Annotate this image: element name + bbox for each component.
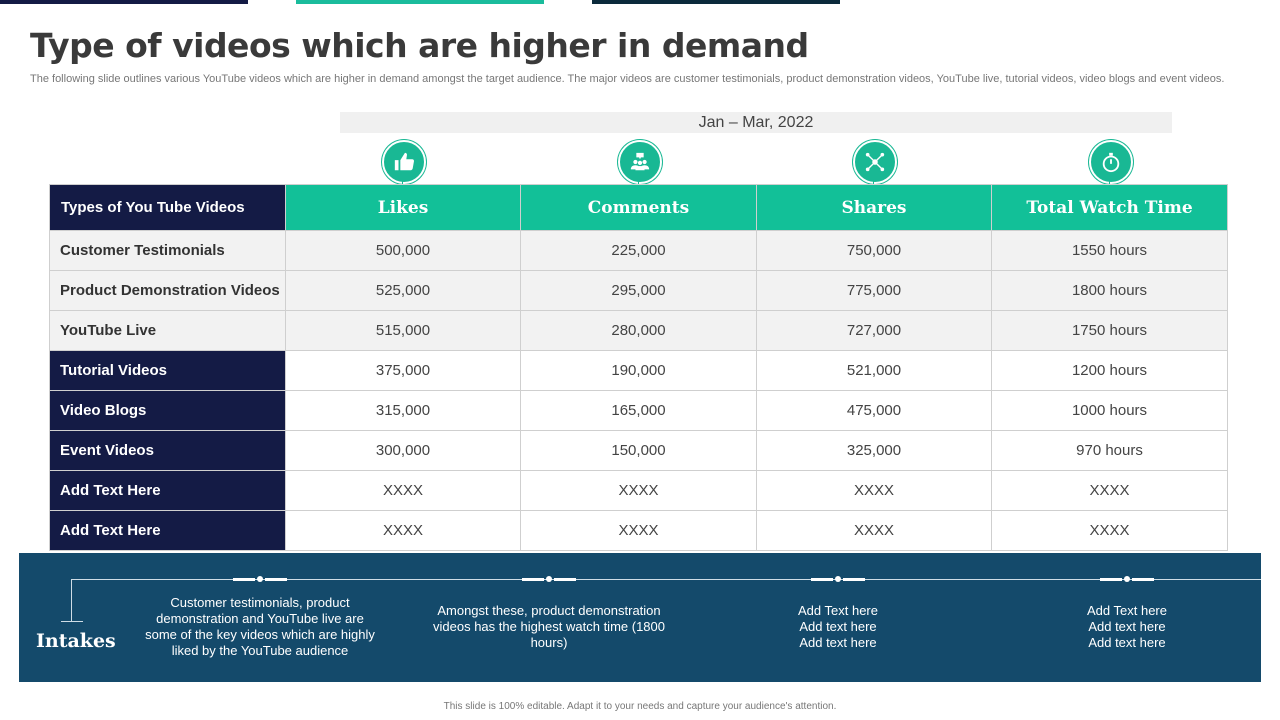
intake-note-1: Customer testimonials, product demonstra… — [145, 595, 375, 658]
cell-likes: XXXX — [285, 510, 521, 551]
table-row: Event Videos 300,000 150,000 325,000 970… — [49, 430, 1228, 471]
column-header-shares: Shares — [756, 184, 992, 231]
cell-comments: 190,000 — [520, 350, 757, 391]
intake-note-3: Add Text here Add text here Add text her… — [798, 603, 878, 650]
cell-likes: 525,000 — [285, 270, 521, 311]
row-label: Add Text Here — [49, 470, 286, 511]
cell-watch-time: 1750 hours — [991, 310, 1228, 351]
table-row: YouTube Live 515,000 280,000 727,000 175… — [49, 310, 1228, 351]
cell-watch-time: 970 hours — [991, 430, 1228, 471]
table-row: Add Text Here XXXX XXXX XXXX XXXX — [49, 470, 1228, 511]
row-label: YouTube Live — [49, 310, 286, 351]
timeline-marker — [811, 576, 865, 583]
row-label: Video Blogs — [49, 390, 286, 431]
intake-note-4: Add Text here Add text here Add text her… — [1087, 603, 1167, 650]
intakes-panel: Intakes Customer testimonials, product d… — [19, 553, 1261, 682]
cell-comments: XXXX — [520, 470, 757, 511]
cell-shares: 775,000 — [756, 270, 992, 311]
panel-divider-line — [71, 579, 1261, 580]
timeline-marker — [1100, 576, 1154, 583]
cell-comments: 295,000 — [520, 270, 757, 311]
video-demand-table: Types of You Tube Videos Likes Comments … — [49, 184, 1228, 551]
row-label: Customer Testimonials — [49, 230, 286, 271]
column-header-watch-time: Total Watch Time — [991, 184, 1228, 231]
stopwatch-icon — [1089, 140, 1133, 184]
panel-connector-hook — [61, 621, 83, 622]
cell-comments: 280,000 — [520, 310, 757, 351]
cell-shares: 325,000 — [756, 430, 992, 471]
top-accent-bar-teal — [296, 0, 544, 4]
table-row: Product Demonstration Videos 525,000 295… — [49, 270, 1228, 311]
cell-watch-time: 1200 hours — [991, 350, 1228, 391]
timeline-marker — [233, 576, 287, 583]
cell-comments: 150,000 — [520, 430, 757, 471]
cell-likes: 375,000 — [285, 350, 521, 391]
cell-shares: XXXX — [756, 510, 992, 551]
footer-note: This slide is 100% editable. Adapt it to… — [443, 701, 837, 712]
cell-shares: 521,000 — [756, 350, 992, 391]
cell-likes: 500,000 — [285, 230, 521, 271]
timeline-marker — [522, 576, 576, 583]
table-row: Customer Testimonials 500,000 225,000 75… — [49, 230, 1228, 271]
cell-comments: 225,000 — [520, 230, 757, 271]
cell-shares: 750,000 — [756, 230, 992, 271]
cell-shares: 475,000 — [756, 390, 992, 431]
cell-watch-time: XXXX — [991, 470, 1228, 511]
page-subtitle: The following slide outlines various You… — [30, 73, 1225, 85]
cell-likes: XXXX — [285, 470, 521, 511]
table-row: Add Text Here XXXX XXXX XXXX XXXX — [49, 510, 1228, 551]
cell-likes: 300,000 — [285, 430, 521, 471]
cell-watch-time: 1000 hours — [991, 390, 1228, 431]
cell-likes: 515,000 — [285, 310, 521, 351]
table-row: Video Blogs 315,000 165,000 475,000 1000… — [49, 390, 1228, 431]
period-label: Jan – Mar, 2022 — [340, 112, 1172, 133]
page-title: Type of videos which are higher in deman… — [30, 26, 809, 65]
cell-comments: 165,000 — [520, 390, 757, 431]
intakes-label: Intakes — [36, 630, 116, 652]
group-comments-icon — [618, 140, 662, 184]
top-accent-bar-dark — [592, 0, 840, 4]
icon-connector — [402, 181, 403, 185]
row-label: Event Videos — [49, 430, 286, 471]
cell-likes: 315,000 — [285, 390, 521, 431]
cell-watch-time: 1800 hours — [991, 270, 1228, 311]
intake-note-2: Amongst these, product demonstration vid… — [433, 603, 665, 650]
row-label: Add Text Here — [49, 510, 286, 551]
panel-connector-line — [71, 579, 72, 621]
column-header-likes: Likes — [285, 184, 521, 231]
row-label: Tutorial Videos — [49, 350, 286, 391]
cell-watch-time: XXXX — [991, 510, 1228, 551]
table-corner-header: Types of You Tube Videos — [49, 184, 286, 231]
row-label: Product Demonstration Videos — [49, 270, 286, 311]
cell-comments: XXXX — [520, 510, 757, 551]
table-row: Tutorial Videos 375,000 190,000 521,000 … — [49, 350, 1228, 391]
cell-shares: XXXX — [756, 470, 992, 511]
icon-connector — [638, 181, 639, 185]
cell-watch-time: 1550 hours — [991, 230, 1228, 271]
column-header-comments: Comments — [520, 184, 757, 231]
cell-shares: 727,000 — [756, 310, 992, 351]
icon-connector — [873, 181, 874, 185]
thumbs-up-icon — [382, 140, 426, 184]
top-accent-bar-navy — [0, 0, 248, 4]
icon-connector — [1109, 181, 1110, 185]
share-network-icon — [853, 140, 897, 184]
